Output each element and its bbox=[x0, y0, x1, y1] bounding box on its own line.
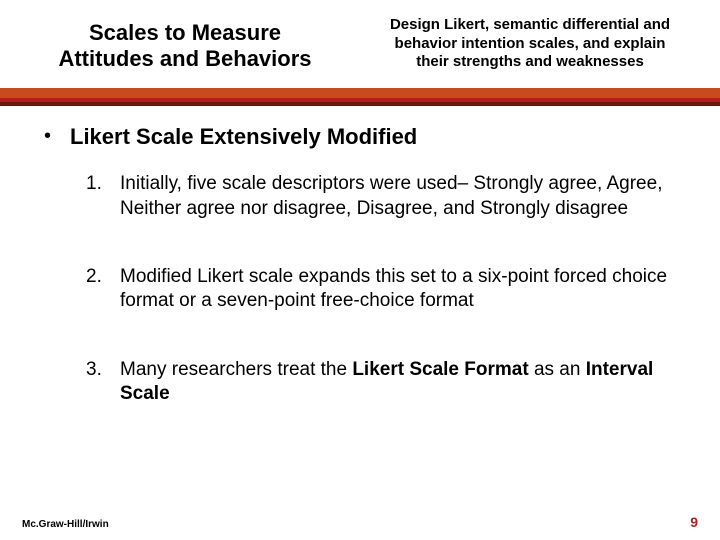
list-item-text: Many researchers treat the Likert Scale … bbox=[120, 358, 676, 407]
list-item-text: Modified Likert scale expands this set t… bbox=[120, 265, 676, 314]
list-item-number: 3. bbox=[86, 358, 120, 382]
title-line-1: Scales to Measure bbox=[89, 20, 281, 45]
decorative-color-bar bbox=[0, 88, 720, 106]
header-right: Design Likert, semantic differential and… bbox=[360, 0, 720, 88]
publisher-text: Mc.Graw-Hill/Irwin bbox=[22, 519, 109, 530]
slide-title: Scales to Measure Attitudes and Behavior… bbox=[28, 20, 342, 73]
section-heading-row: • Likert Scale Extensively Modified bbox=[44, 124, 676, 150]
bar-segment-maroon bbox=[0, 102, 720, 106]
plain-text: Initially, five scale descriptors were u… bbox=[120, 173, 662, 218]
list-item: 2.Modified Likert scale expands this set… bbox=[86, 265, 676, 314]
bar-segment-orange bbox=[0, 88, 720, 98]
list-item-number: 2. bbox=[86, 265, 120, 289]
bullet-icon: • bbox=[44, 124, 70, 148]
slide-content: • Likert Scale Extensively Modified 1.In… bbox=[0, 106, 720, 406]
slide-footer: Mc.Graw-Hill/Irwin 9 bbox=[0, 514, 720, 530]
numbered-list: 1.Initially, five scale descriptors were… bbox=[44, 172, 676, 406]
plain-text: as an bbox=[529, 359, 586, 380]
title-line-2: Attitudes and Behaviors bbox=[58, 46, 311, 71]
list-item: 3.Many researchers treat the Likert Scal… bbox=[86, 358, 676, 407]
bold-text: Likert Scale Format bbox=[352, 359, 528, 380]
list-item-number: 1. bbox=[86, 172, 120, 196]
list-item: 1.Initially, five scale descriptors were… bbox=[86, 172, 676, 221]
section-title: Likert Scale Extensively Modified bbox=[70, 124, 417, 150]
slide-header: Scales to Measure Attitudes and Behavior… bbox=[0, 0, 720, 88]
slide-subtitle: Design Likert, semantic differential and… bbox=[380, 16, 680, 72]
list-item-text: Initially, five scale descriptors were u… bbox=[120, 172, 676, 221]
header-left: Scales to Measure Attitudes and Behavior… bbox=[0, 0, 360, 88]
plain-text: Modified Likert scale expands this set t… bbox=[120, 266, 667, 311]
page-number: 9 bbox=[690, 514, 698, 530]
plain-text: Many researchers treat the bbox=[120, 359, 352, 380]
